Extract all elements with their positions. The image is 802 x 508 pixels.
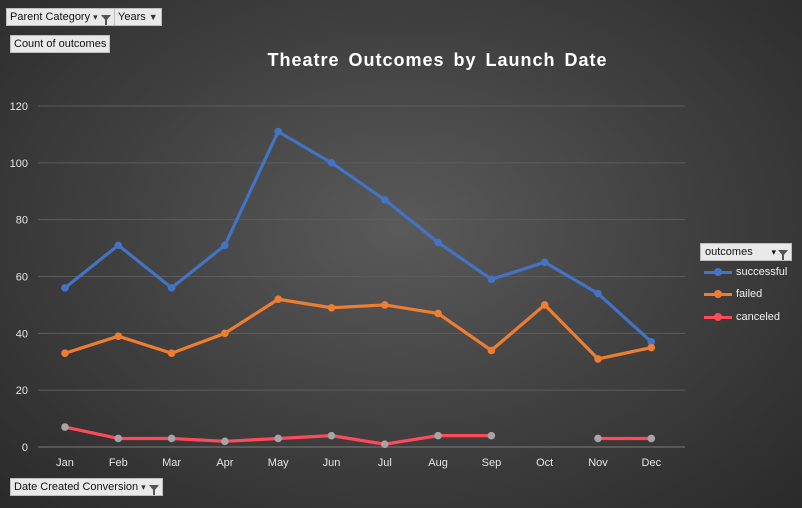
x-tick-label: Apr [216,457,233,469]
data-point-canceled [221,437,229,446]
legend-item-failed: failed [704,288,762,300]
x-tick-label: Aug [428,457,448,469]
data-point-canceled [114,434,123,443]
data-point-canceled [274,434,283,443]
date-created-conversion-label: Date Created Conversion [14,481,139,493]
filter-funnel-icon [778,250,788,260]
data-point-failed [274,295,283,304]
date-created-conversion-filter-button[interactable]: Date Created Conversion ▾ [10,478,163,496]
series-line-failed [63,297,653,361]
data-point-canceled [61,423,69,431]
filter-funnel-icon [100,15,111,25]
legend-title-label: outcomes [705,246,753,258]
legend-label-failed: failed [736,288,763,300]
x-tick-label: May [268,457,289,469]
years-label: Years [118,11,146,23]
x-tick-label: Mar [162,457,181,469]
data-point-failed [221,329,229,338]
y-tick-label: 20 [16,385,28,397]
data-point-successful [540,258,549,267]
x-tick-label: Feb [109,457,128,469]
x-tick-label: Sep [482,457,502,469]
chevron-down-icon: ▼ [148,12,158,22]
data-point-canceled [594,434,602,443]
legend-swatch-failed [704,289,732,299]
x-tick-label: Nov [588,457,608,469]
dropdown-arrow-icon: ▾ [93,12,98,22]
data-point-successful [327,159,336,167]
y-tick-label: 100 [10,158,28,170]
y-tick-label: 80 [16,215,28,227]
data-point-successful [434,238,442,247]
x-tick-label: Jan [56,457,74,469]
legend-item-canceled: canceled [704,311,780,323]
x-tick-label: Oct [536,457,553,469]
y-tick-label: 40 [16,328,28,340]
data-point-failed [61,349,69,358]
data-point-successful [274,127,283,136]
legend-swatch-successful [704,267,732,277]
count-of-outcomes-field-button[interactable]: Count of outcomes [10,35,111,53]
series-line-successful [63,129,653,344]
data-point-successful [594,289,602,298]
data-point-canceled [381,440,389,448]
dropdown-arrow-icon: ▾ [141,482,146,492]
data-point-successful [167,284,176,292]
data-point-failed [487,346,496,355]
data-point-canceled [327,431,336,440]
legend-item-successful: successful [704,266,787,278]
legend-label-canceled: canceled [736,311,781,323]
data-point-failed [381,301,389,309]
legend-label-successful: successful [736,266,788,278]
data-point-successful [221,241,229,250]
data-point-failed [540,301,549,309]
x-tick-label: Jun [323,457,341,469]
parent-category-label: Parent Category [10,11,91,23]
data-point-successful [381,195,389,204]
data-point-canceled [647,434,656,443]
data-point-successful [647,338,656,346]
data-point-canceled [487,431,496,440]
data-point-failed [594,355,602,363]
filter-funnel-icon [148,485,159,495]
y-tick-label: 60 [16,272,28,284]
data-point-failed [647,343,656,352]
data-point-failed [114,332,123,340]
years-filter-button[interactable]: Years ▼ [114,8,162,26]
outcomes-legend-filter-button[interactable]: outcomes ▾ [700,243,792,261]
dropdown-arrow-icon: ▾ [771,247,776,257]
x-tick-label: Jul [378,457,392,469]
x-tick-label: Dec [642,457,662,469]
data-point-failed [434,309,442,318]
legend-swatch-canceled [704,312,732,322]
data-point-successful [487,275,496,284]
data-point-failed [327,303,336,312]
y-tick-label: 120 [10,101,28,113]
parent-category-filter-button[interactable]: Parent Category ▾ [6,8,115,26]
data-point-failed [167,349,176,358]
chart-title: Theatre Outcomes by Launch Date [267,50,608,70]
data-point-successful [114,241,123,250]
data-point-successful [61,284,69,292]
count-of-outcomes-label: Count of outcomes [14,38,107,50]
y-tick-label: 0 [22,442,28,454]
data-point-canceled [167,434,176,443]
data-point-canceled [434,431,442,440]
